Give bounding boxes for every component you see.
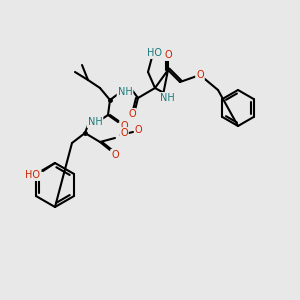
Text: NH: NH [88, 117, 102, 127]
Text: O: O [196, 70, 204, 80]
Text: NH: NH [118, 87, 132, 97]
Text: O: O [120, 121, 128, 131]
Text: O: O [120, 128, 128, 138]
Text: NH: NH [160, 93, 174, 103]
Text: HO: HO [26, 170, 40, 180]
Text: O: O [111, 150, 119, 160]
Text: O: O [164, 50, 172, 60]
Text: HO: HO [148, 48, 163, 58]
Text: O: O [134, 125, 142, 135]
Text: O: O [128, 109, 136, 119]
